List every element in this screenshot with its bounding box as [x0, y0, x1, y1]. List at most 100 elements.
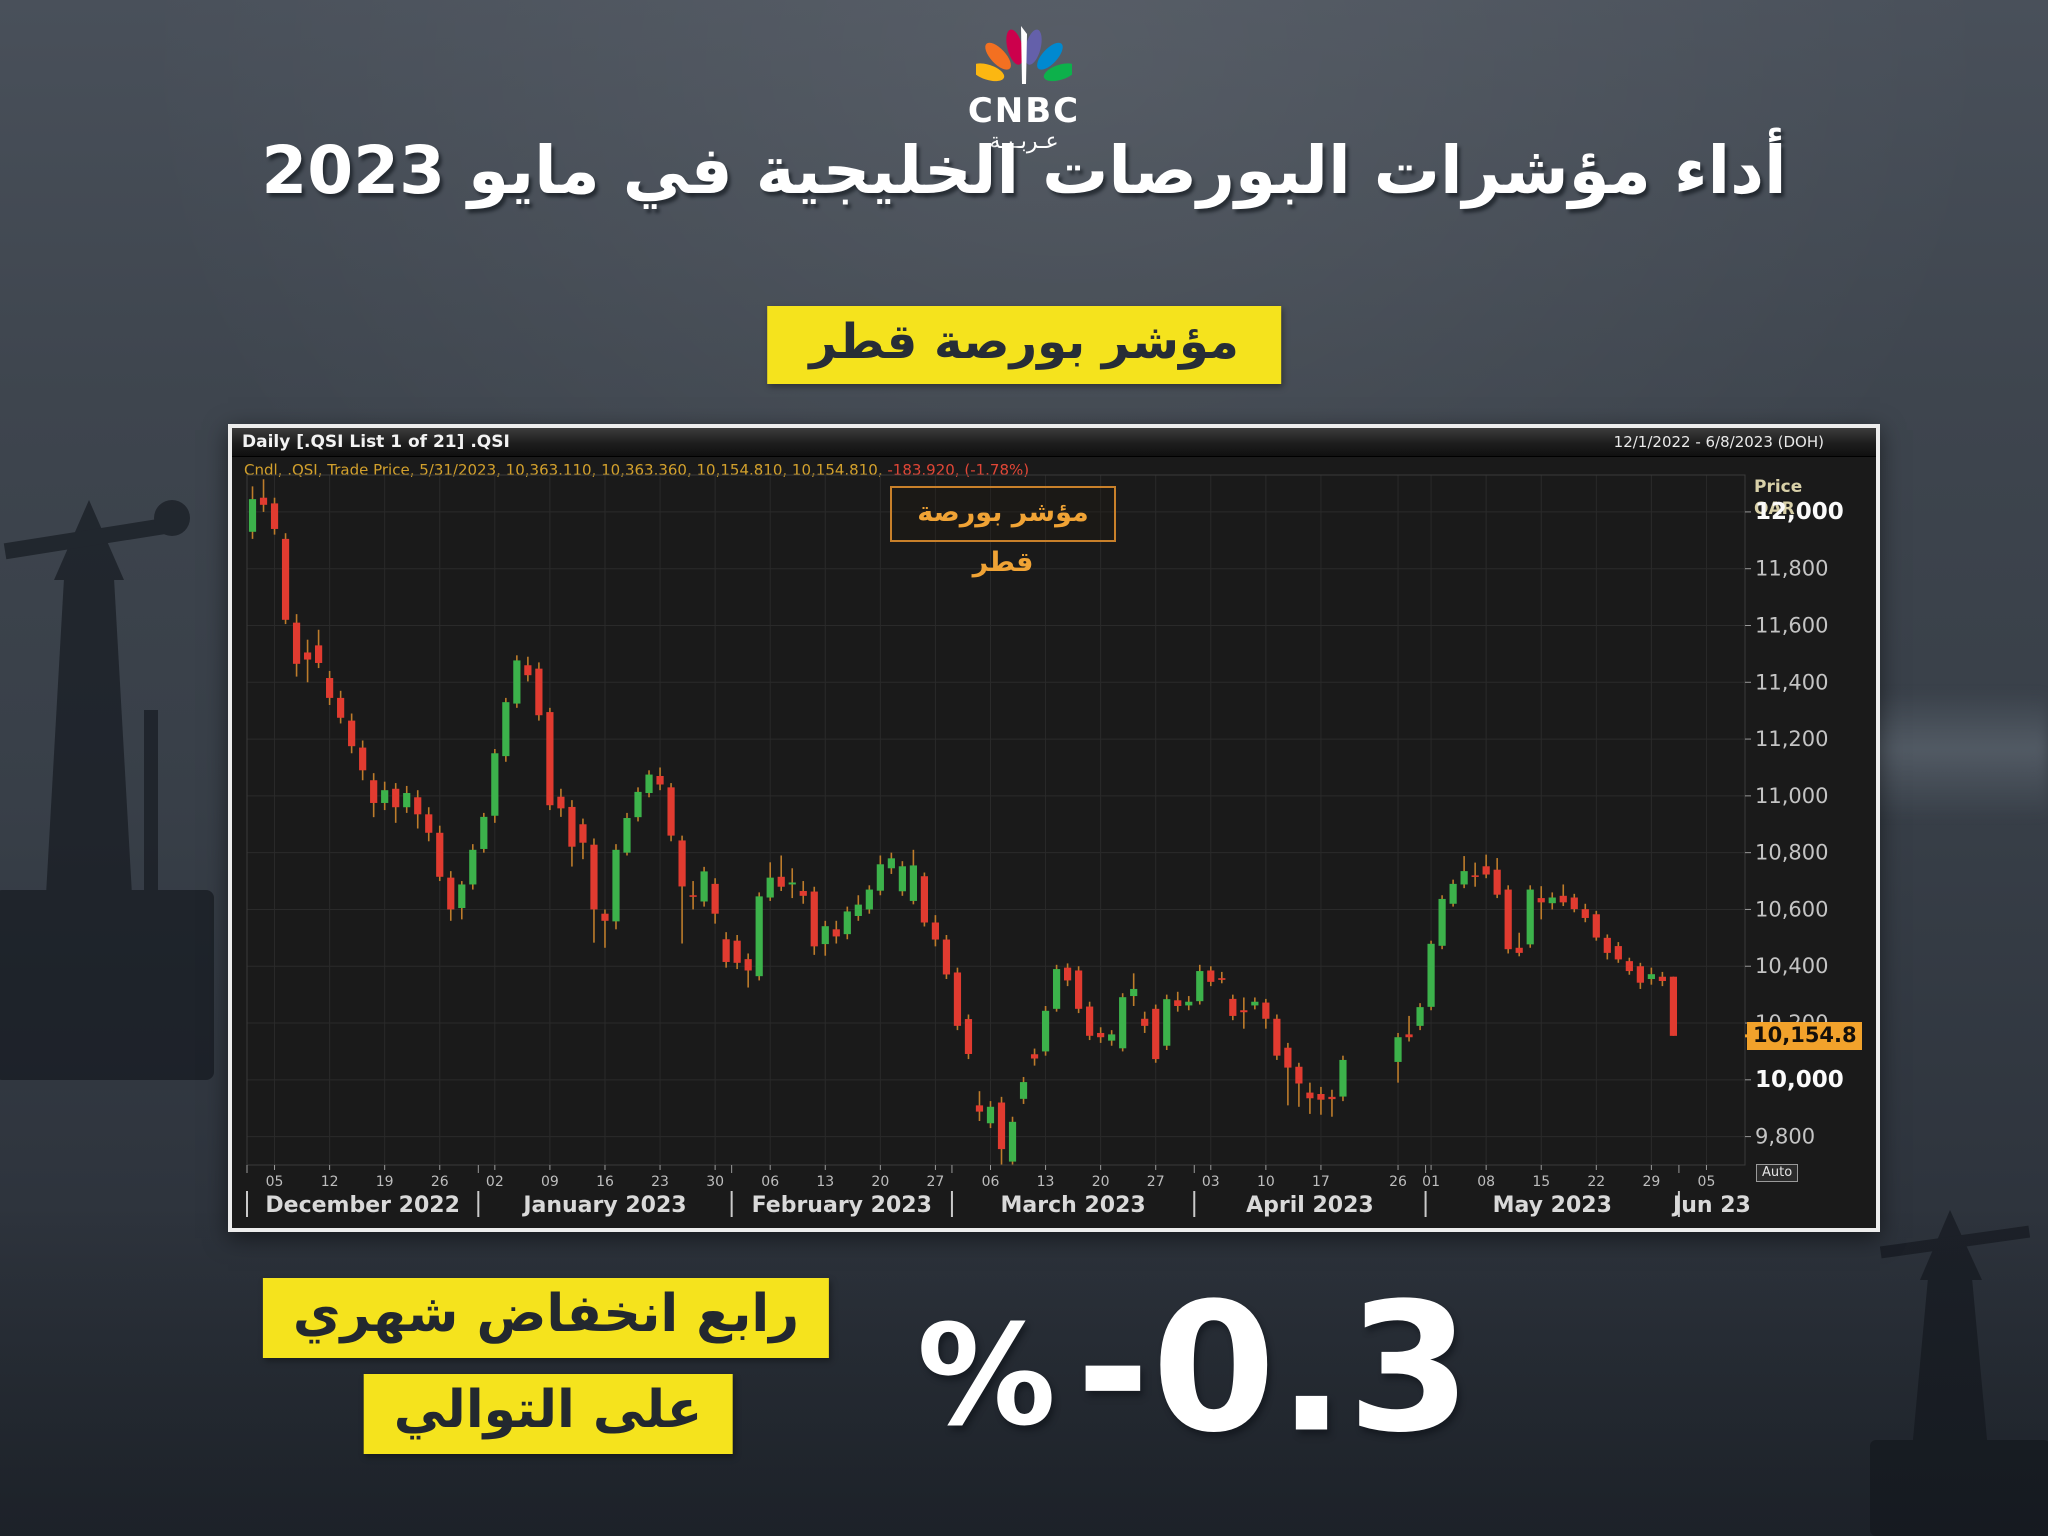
y-axis-label: 9,800	[1755, 1125, 1815, 1149]
y-axis-label: 11,000	[1755, 784, 1828, 808]
candle-body	[667, 787, 675, 836]
candle-body	[821, 926, 829, 945]
candle-body	[975, 1105, 984, 1112]
candle-body	[1240, 1010, 1248, 1013]
candle-body	[1592, 914, 1600, 938]
candle-body	[1339, 1059, 1347, 1097]
candle-body	[1548, 897, 1556, 904]
x-axis-day-label: 22	[1587, 1174, 1605, 1190]
cnbc-arabia-logo: CNBC عـربـيـة	[894, 22, 1154, 156]
x-axis-day-label: 10	[1257, 1174, 1275, 1190]
x-axis-day-label: 17	[1312, 1174, 1330, 1190]
candle-body	[601, 913, 609, 921]
x-axis-day-label: 20	[871, 1174, 889, 1190]
logo-arabic-sub: عـربـيـة	[989, 129, 1059, 154]
y-axis-label: 10,600	[1755, 897, 1828, 921]
candle-body	[1658, 976, 1666, 981]
candle-body	[1030, 1054, 1039, 1059]
candle-body	[314, 645, 323, 663]
candle-body	[1152, 1008, 1160, 1060]
candle-body	[1063, 967, 1072, 981]
candle-body	[1097, 1032, 1105, 1038]
candle-body	[1636, 966, 1644, 983]
footer-badge-line1: رابع انخفاض شهري	[262, 1278, 830, 1358]
candle-body	[645, 774, 653, 794]
x-axis-day-label: 01	[1422, 1174, 1440, 1190]
candle-body	[865, 889, 873, 910]
candle-body	[997, 1102, 1006, 1150]
auto-scale-button[interactable]: Auto	[1756, 1164, 1799, 1182]
candle-body	[359, 747, 367, 771]
candle-body	[854, 904, 862, 916]
y-axis-title-price: Price	[1754, 477, 1802, 497]
x-axis-day-label: 20	[1092, 1174, 1110, 1190]
candle-body	[1625, 961, 1633, 972]
candle-body	[281, 538, 290, 620]
candle-body	[1504, 889, 1512, 950]
candle-body	[1130, 988, 1138, 997]
candle-body	[326, 678, 334, 698]
candle-body	[1614, 946, 1622, 960]
x-axis-day-label: 08	[1477, 1174, 1495, 1190]
x-axis-day-label: 26	[431, 1174, 449, 1190]
candle-body	[942, 939, 951, 975]
candle-body	[1119, 997, 1127, 1049]
candle-body	[568, 806, 576, 847]
x-axis-day-label: 13	[1037, 1174, 1055, 1190]
candle-body	[1537, 898, 1545, 903]
candle-body	[1328, 1096, 1336, 1100]
candle-body	[381, 790, 389, 803]
change-number: -0.3	[1075, 1264, 1474, 1472]
candle-body	[370, 780, 378, 803]
candle-body	[1295, 1066, 1303, 1084]
x-axis-day-label: 02	[486, 1174, 504, 1190]
candle-body	[755, 896, 763, 977]
page-title: أداء مؤشرات البورصات الخليجية في مايو 20…	[261, 132, 1787, 209]
candle-body	[623, 818, 631, 853]
candle-body	[810, 891, 818, 947]
month-label: May 2023	[1493, 1193, 1612, 1218]
x-axis-day-label: 03	[1202, 1174, 1220, 1190]
candle-body	[722, 939, 730, 962]
month-label: March 2023	[1001, 1193, 1146, 1218]
month-label: January 2023	[521, 1193, 686, 1218]
candle-body	[1174, 1000, 1182, 1006]
candle-body	[612, 849, 620, 922]
month-label: February 2023	[752, 1193, 932, 1218]
candle-body	[887, 858, 895, 869]
candle-body	[843, 911, 851, 935]
candle-body	[920, 876, 929, 923]
candle-body	[931, 922, 940, 940]
candle-body	[1052, 969, 1061, 1009]
candle-body	[579, 824, 587, 843]
chart-date-range: 12/1/2022 - 6/8/2023 (DOH)	[1613, 433, 1824, 451]
candle-body	[248, 499, 257, 532]
x-axis-day-label: 27	[1147, 1174, 1165, 1190]
candle-body	[425, 814, 433, 833]
candle-body	[689, 895, 697, 897]
plot-border	[246, 474, 1746, 1166]
candle-body	[909, 865, 917, 901]
candle-body	[270, 503, 279, 529]
candle-body	[480, 816, 488, 849]
x-axis-day-label: 05	[266, 1174, 284, 1190]
candle-body	[502, 702, 510, 757]
y-axis-label: 11,200	[1755, 727, 1828, 751]
candle-body	[1416, 1007, 1424, 1026]
candle-body	[447, 877, 455, 910]
candle-body	[1141, 1018, 1149, 1026]
terminal-chart-panel: Daily [.QSI List 1 of 21] .QSI 12/1/2022…	[228, 424, 1880, 1232]
percent-sign: %	[916, 1294, 1058, 1457]
candle-body	[733, 940, 741, 963]
candle-body	[414, 797, 422, 815]
candle-body	[953, 972, 962, 1026]
candle-body	[799, 890, 807, 896]
y-axis-label: 10,800	[1755, 841, 1828, 865]
candle-body	[1647, 974, 1655, 980]
x-axis-day-label: 27	[927, 1174, 945, 1190]
candle-body	[711, 883, 719, 914]
candle-body	[788, 882, 796, 885]
candle-body	[1196, 971, 1204, 1002]
